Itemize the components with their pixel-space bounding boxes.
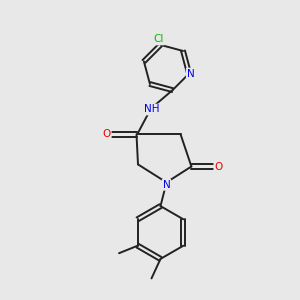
Text: O: O [214, 161, 223, 172]
Text: N: N [163, 180, 170, 190]
Text: Cl: Cl [154, 34, 164, 44]
Text: N: N [187, 69, 194, 79]
Text: NH: NH [144, 104, 159, 115]
Text: O: O [102, 129, 111, 140]
